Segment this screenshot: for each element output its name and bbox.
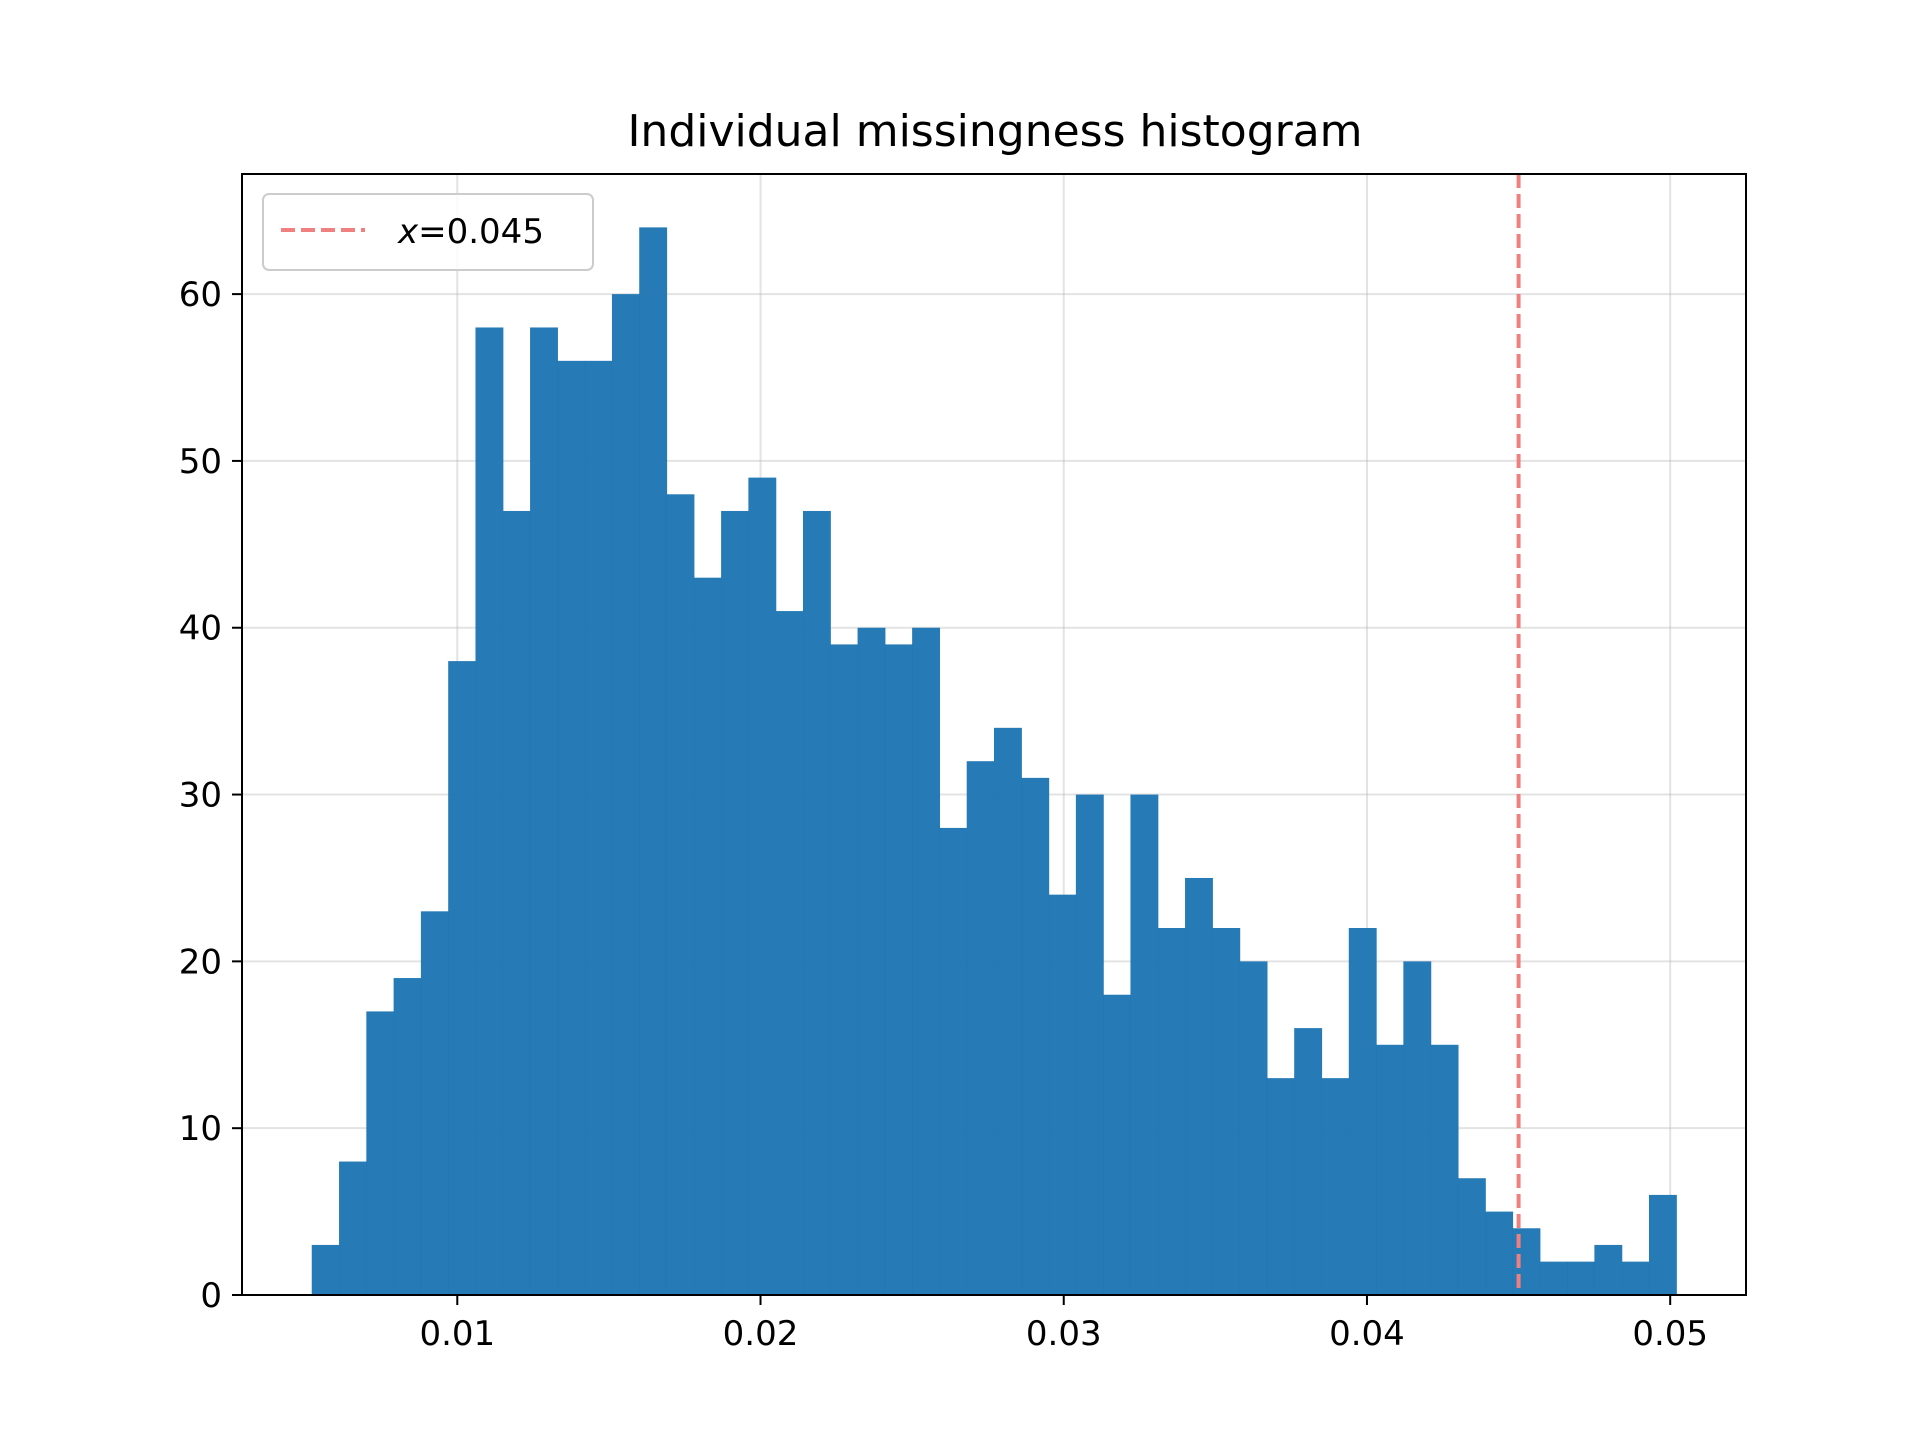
histogram-bar xyxy=(311,1244,340,1295)
histogram-bar xyxy=(1403,961,1432,1295)
legend-box xyxy=(262,193,594,271)
histogram-bar xyxy=(1539,1261,1568,1295)
histogram-bar xyxy=(1266,1078,1295,1295)
histogram-bar xyxy=(1457,1178,1486,1295)
x-tick-label: 0.03 xyxy=(1026,1314,1102,1354)
histogram-bar xyxy=(1239,961,1268,1295)
histogram-bar xyxy=(1621,1261,1650,1295)
legend: x=0.045 xyxy=(262,193,594,271)
histogram-bar xyxy=(1567,1261,1595,1295)
histogram-bar xyxy=(994,727,1022,1295)
histogram-bar xyxy=(1075,794,1104,1295)
histogram-bar xyxy=(857,627,886,1295)
histogram-bar xyxy=(1594,1244,1623,1295)
y-axis: 0 10 20 30 40 50 60 xyxy=(179,275,242,1316)
histogram-bar xyxy=(1376,1044,1404,1295)
histogram-bar xyxy=(1430,1044,1459,1295)
histogram-bar xyxy=(1348,928,1377,1295)
y-tick-label: 60 xyxy=(179,275,222,315)
histogram-bar xyxy=(721,510,749,1295)
legend-value: =0.045 xyxy=(418,212,544,252)
histogram-bar xyxy=(1021,777,1050,1295)
histogram-bar xyxy=(1294,1028,1323,1295)
x-tick-label: 0.02 xyxy=(723,1314,799,1354)
histogram-bar xyxy=(1648,1194,1677,1295)
histogram-bar xyxy=(775,611,804,1295)
histogram-bars xyxy=(311,227,1677,1296)
histogram-bar xyxy=(666,494,695,1295)
legend-label: x=0.045 xyxy=(397,212,544,252)
x-tick-label: 0.04 xyxy=(1329,1314,1405,1354)
histogram-bar xyxy=(884,644,913,1295)
legend-variable: x xyxy=(397,212,419,252)
histogram-bar xyxy=(1212,928,1241,1295)
histogram-bar xyxy=(393,978,422,1295)
histogram-bar xyxy=(802,510,831,1295)
histogram-bar xyxy=(939,827,968,1295)
histogram-bar xyxy=(1130,794,1159,1295)
histogram-bar xyxy=(1048,894,1077,1295)
x-tick-label: 0.01 xyxy=(419,1314,495,1354)
histogram-bar xyxy=(966,761,995,1295)
y-tick-label: 10 xyxy=(179,1109,222,1149)
histogram-bar xyxy=(530,327,558,1296)
histogram-bar xyxy=(639,227,668,1295)
y-tick-label: 20 xyxy=(179,942,222,982)
histogram-bar xyxy=(1103,994,1132,1295)
y-tick-label: 30 xyxy=(179,776,222,816)
histogram-bar xyxy=(557,360,586,1295)
y-tick-label: 40 xyxy=(179,609,222,649)
histogram-bar xyxy=(366,1011,395,1295)
histogram-bar xyxy=(693,577,722,1295)
histogram-bar xyxy=(1185,877,1213,1295)
histogram-bar xyxy=(502,510,531,1295)
histogram-bar xyxy=(1321,1078,1350,1295)
histogram-bar xyxy=(912,627,941,1295)
histogram-bar xyxy=(339,1161,367,1295)
histogram-bar xyxy=(475,327,504,1296)
x-axis: 0.01 0.02 0.03 0.04 0.05 xyxy=(419,1295,1708,1354)
histogram-bar xyxy=(748,477,777,1296)
histogram-bar xyxy=(448,661,477,1295)
histogram-bar xyxy=(611,294,640,1295)
histogram-bar xyxy=(830,644,859,1295)
histogram-bar xyxy=(1485,1211,1514,1295)
histogram-bar xyxy=(420,911,449,1295)
histogram-bar xyxy=(584,360,613,1295)
y-tick-label: 50 xyxy=(179,442,222,482)
histogram-bar xyxy=(1157,928,1186,1295)
y-tick-label: 0 xyxy=(200,1276,222,1316)
chart-title: Individual missingness histogram xyxy=(627,106,1362,157)
plot-frame xyxy=(241,173,1747,1296)
x-tick-label: 0.05 xyxy=(1632,1314,1708,1354)
